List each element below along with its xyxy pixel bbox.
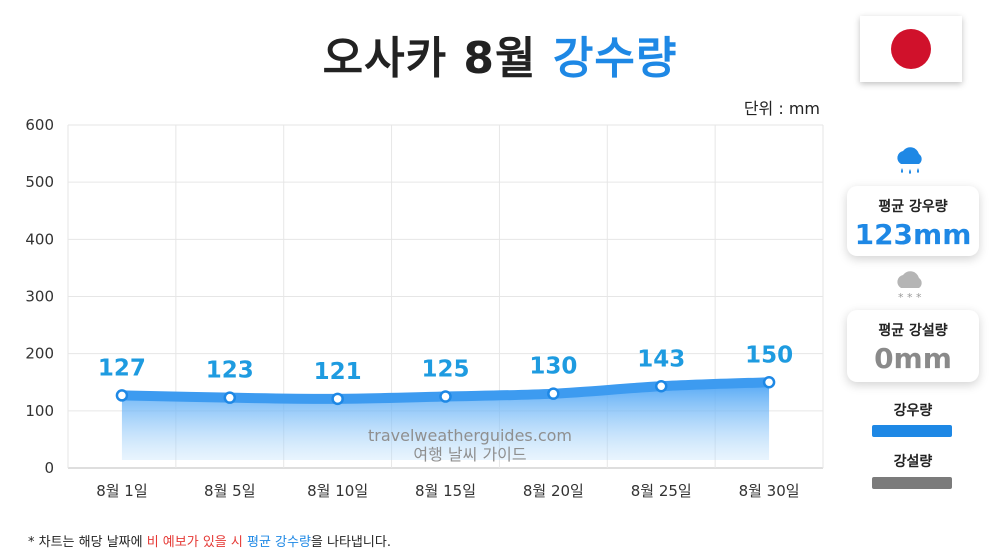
rain-data-label: 121 bbox=[314, 359, 362, 385]
avg-snow-value: 0mm bbox=[874, 342, 952, 375]
y-tick-label: 400 bbox=[25, 230, 54, 248]
y-tick-label: 300 bbox=[25, 288, 54, 306]
japan-flag-icon bbox=[860, 16, 962, 82]
footnote-blue: 평균 강수량 bbox=[246, 535, 311, 550]
x-tick-label: 8월 1일 bbox=[96, 482, 147, 500]
chart-title: 오사카 8월 강수량 bbox=[0, 22, 1000, 86]
rain-data-label: 143 bbox=[637, 346, 685, 372]
rain-point bbox=[223, 391, 237, 404]
x-tick-label: 8월 20일 bbox=[523, 482, 584, 500]
avg-rain-value: 123mm bbox=[854, 218, 972, 251]
footnote-red: 비 예보가 있을 시 bbox=[146, 535, 243, 550]
legend-snow-swatch bbox=[872, 477, 952, 489]
rain-data-label: 150 bbox=[745, 342, 793, 368]
rain-point bbox=[439, 390, 452, 403]
watermark-url: travelweatherguides.com bbox=[367, 426, 573, 445]
rain-data-label: 127 bbox=[98, 355, 146, 381]
watermark: travelweatherguides.com 여행 날씨 가이드 bbox=[330, 426, 610, 464]
x-axis-ticks: 8월 1일 8월 5일 8월 10일 8월 15일 8월 20일 8월 25일 8월 30일 bbox=[96, 482, 799, 500]
rain-point bbox=[547, 387, 560, 400]
avg-rain-card: 평균 강우량 123mm bbox=[847, 186, 979, 256]
y-tick-label: 200 bbox=[25, 345, 54, 363]
flag-red-circle bbox=[891, 29, 931, 69]
rain-point bbox=[115, 389, 129, 402]
avg-rain-label: 평균 강우량 bbox=[878, 199, 948, 215]
y-tick-label: 100 bbox=[25, 402, 54, 420]
rain-cloud-icon bbox=[897, 147, 922, 174]
legend-snow-label: 강설량 bbox=[893, 454, 933, 470]
y-tick-label: 600 bbox=[25, 116, 54, 134]
avg-snow-card: 평균 강설량 0mm bbox=[847, 310, 979, 382]
y-tick-label: 500 bbox=[25, 173, 54, 191]
rain-point bbox=[654, 380, 668, 393]
rain-point bbox=[762, 376, 776, 389]
footnote: * 차트는 해당 날짜에 비 예보가 있을 시 평균 강수량을 나타냅니다. bbox=[28, 531, 391, 550]
rain-data-label: 123 bbox=[206, 358, 254, 384]
footnote-prefix: * 차트는 해당 날짜에 bbox=[28, 535, 147, 550]
rain-point bbox=[331, 392, 344, 406]
rain-data-label: 130 bbox=[529, 354, 577, 380]
svg-text:* * *: * * * bbox=[898, 291, 922, 304]
snow-cloud-icon: * * * bbox=[897, 271, 922, 304]
x-tick-label: 8월 5일 bbox=[204, 482, 255, 500]
title-precipitation: 강수량 bbox=[552, 33, 678, 84]
y-tick-label: 0 bbox=[44, 459, 54, 477]
x-tick-label: 8월 10일 bbox=[307, 482, 368, 500]
x-tick-label: 8월 30일 bbox=[739, 482, 800, 500]
y-axis-ticks: 0 100 200 300 400 500 600 bbox=[25, 116, 54, 477]
footnote-suffix: 을 나타냅니다. bbox=[310, 535, 391, 550]
rain-data-label: 125 bbox=[421, 357, 469, 383]
rain-points bbox=[115, 376, 776, 406]
x-tick-label: 8월 15일 bbox=[415, 482, 476, 500]
watermark-korean: 여행 날씨 가이드 bbox=[413, 445, 527, 464]
legend-rain-swatch bbox=[872, 425, 952, 437]
rain-data-labels: 127 123 121 125 130 143 150 bbox=[98, 342, 793, 385]
avg-snow-label: 평균 강설량 bbox=[878, 323, 948, 339]
x-tick-label: 8월 25일 bbox=[631, 482, 692, 500]
legend-rain-label: 강우량 bbox=[893, 403, 933, 419]
title-city-month: 오사카 8월 bbox=[322, 33, 537, 84]
unit-label: 단위 : mm bbox=[743, 99, 820, 118]
